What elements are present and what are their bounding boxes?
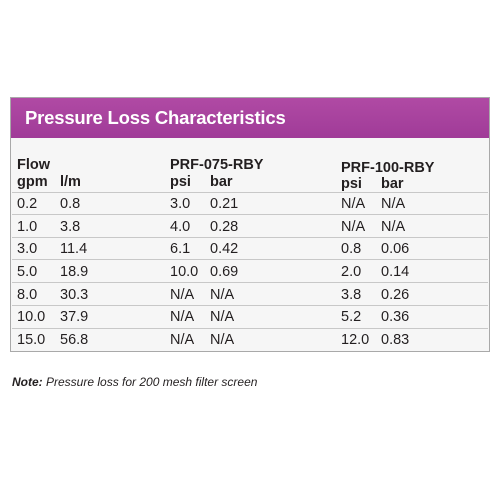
cell-psi-075: N/A bbox=[170, 309, 195, 325]
row-separator bbox=[12, 305, 488, 306]
cell-gpm: 5.0 bbox=[17, 264, 38, 280]
table-footnote: Note: Pressure loss for 200 mesh filter … bbox=[12, 375, 257, 389]
cell-psi-100: N/A bbox=[341, 196, 366, 212]
header-psi-2: psi bbox=[341, 176, 362, 192]
note-label: Note: bbox=[12, 375, 43, 389]
cell-psi-100: 12.0 bbox=[341, 332, 370, 348]
header-model-prf-075: PRF-075-RBY bbox=[170, 157, 264, 173]
cell-bar-075: 0.69 bbox=[210, 264, 239, 280]
cell-lpm: 0.8 bbox=[60, 196, 81, 212]
cell-psi-075: 6.1 bbox=[170, 241, 191, 257]
cell-psi-100: 2.0 bbox=[341, 264, 362, 280]
cell-psi-100: 0.8 bbox=[341, 241, 362, 257]
cell-bar-075: N/A bbox=[210, 287, 235, 303]
cell-psi-100: N/A bbox=[341, 219, 366, 235]
cell-gpm: 1.0 bbox=[17, 219, 38, 235]
header-flow: Flow bbox=[17, 157, 51, 173]
cell-lpm: 30.3 bbox=[60, 287, 89, 303]
cell-bar-100: 0.26 bbox=[381, 287, 410, 303]
cell-gpm: 8.0 bbox=[17, 287, 38, 303]
row-separator bbox=[12, 259, 488, 260]
cell-psi-075: N/A bbox=[170, 332, 195, 348]
cell-bar-100: 0.83 bbox=[381, 332, 410, 348]
table-title-bar: Pressure Loss Characteristics bbox=[11, 98, 489, 138]
row-separator bbox=[12, 328, 488, 329]
cell-psi-100: 3.8 bbox=[341, 287, 362, 303]
header-gpm: gpm bbox=[17, 174, 48, 190]
cell-bar-075: 0.28 bbox=[210, 219, 239, 235]
cell-psi-075: 10.0 bbox=[170, 264, 199, 280]
cell-gpm: 0.2 bbox=[17, 196, 38, 212]
row-separator bbox=[12, 214, 488, 215]
header-lpm: l/m bbox=[60, 174, 81, 190]
cell-bar-100: N/A bbox=[381, 219, 406, 235]
cell-lpm: 3.8 bbox=[60, 219, 81, 235]
row-separator bbox=[12, 282, 488, 283]
header-bar-1: bar bbox=[210, 174, 233, 190]
header-model-prf-100: PRF-100-RBY bbox=[341, 160, 435, 176]
cell-bar-075: N/A bbox=[210, 332, 235, 348]
cell-psi-075: 3.0 bbox=[170, 196, 191, 212]
cell-bar-100: 0.36 bbox=[381, 309, 410, 325]
cell-gpm: 15.0 bbox=[17, 332, 46, 348]
cell-lpm: 11.4 bbox=[60, 241, 88, 257]
cell-bar-075: 0.21 bbox=[210, 196, 239, 212]
header-separator bbox=[12, 192, 488, 193]
row-separator bbox=[12, 237, 488, 238]
table-title: Pressure Loss Characteristics bbox=[25, 107, 286, 128]
header-psi-1: psi bbox=[170, 174, 191, 190]
cell-bar-100: N/A bbox=[381, 196, 406, 212]
cell-gpm: 10.0 bbox=[17, 309, 46, 325]
cell-gpm: 3.0 bbox=[17, 241, 38, 257]
cell-psi-075: N/A bbox=[170, 287, 195, 303]
note-text: Pressure loss for 200 mesh filter screen bbox=[42, 375, 258, 389]
cell-bar-100: 0.14 bbox=[381, 264, 410, 280]
cell-bar-075: N/A bbox=[210, 309, 235, 325]
cell-lpm: 18.9 bbox=[60, 264, 89, 280]
table-body-panel bbox=[12, 143, 488, 349]
cell-lpm: 56.8 bbox=[60, 332, 89, 348]
header-bar-2: bar bbox=[381, 176, 404, 192]
cell-bar-100: 0.06 bbox=[381, 241, 410, 257]
cell-psi-075: 4.0 bbox=[170, 219, 191, 235]
cell-lpm: 37.9 bbox=[60, 309, 89, 325]
cell-psi-100: 5.2 bbox=[341, 309, 362, 325]
cell-bar-075: 0.42 bbox=[210, 241, 239, 257]
